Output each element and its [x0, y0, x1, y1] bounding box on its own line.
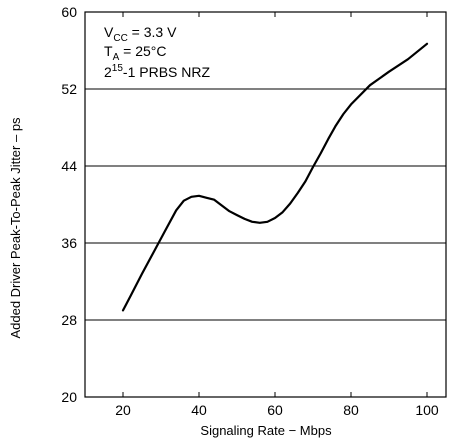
- y-tick-label: 60: [61, 4, 77, 20]
- y-tick-label: 36: [61, 235, 77, 251]
- y-tick-label: 20: [61, 389, 77, 405]
- jitter-line: [121, 42, 429, 312]
- x-tick-label: 60: [267, 402, 283, 418]
- y-tick-label: 28: [61, 312, 77, 328]
- x-tick-label: 40: [191, 402, 207, 418]
- x-tick-label: 100: [415, 402, 439, 418]
- axis-ticks: [85, 11, 446, 398]
- x-tick-label: 20: [115, 402, 131, 418]
- gridlines: [85, 88, 446, 321]
- y-tick-labels: 20 28 36 44 52 60: [61, 4, 77, 405]
- test-conditions: VCC = 3.3 V TA = 25°C 215-1 PRBS NRZ: [104, 24, 210, 80]
- vcc-annotation: VCC = 3.3 V: [104, 24, 177, 44]
- y-axis-title: Added Driver Peak-To-Peak Jitter – ps: [8, 117, 23, 339]
- prbs-annotation: 215-1 PRBS NRZ: [104, 63, 210, 80]
- x-tick-label: 80: [343, 402, 359, 418]
- plot-frame: [84, 11, 447, 398]
- ta-annotation: TA = 25°C: [104, 43, 166, 63]
- x-tick-labels: 20 40 60 80 100: [115, 402, 439, 418]
- y-tick-label: 52: [61, 81, 77, 97]
- x-axis-title: Signaling Rate − Mbps: [200, 423, 332, 438]
- y-tick-label: 44: [61, 158, 77, 174]
